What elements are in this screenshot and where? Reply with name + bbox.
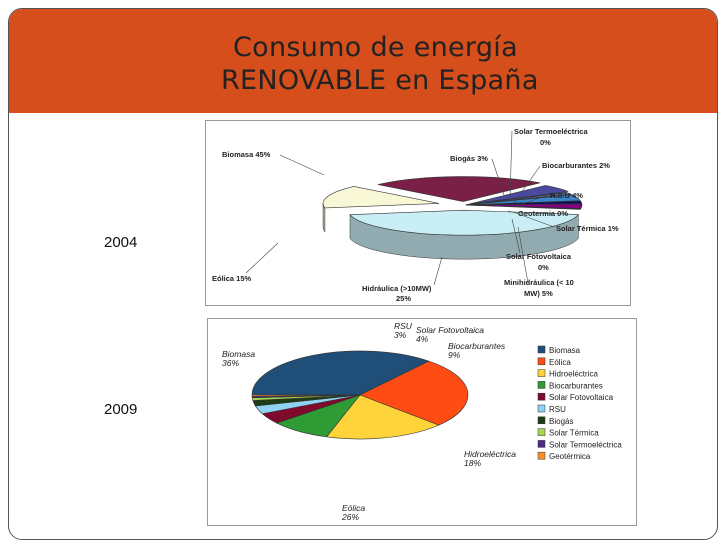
label-rsu: R.S.U 4%: [550, 191, 583, 200]
legend-label-solar-termica: Solar Térmica: [549, 429, 599, 438]
pie-slice-biomasa: [251, 350, 430, 396]
slice-label-hidroelectrica-name: Hidroeléctrica: [464, 449, 516, 459]
slice-label-solar-fotovoltaica-name: Solar Fotovoltaica: [416, 325, 484, 335]
legend-swatch-biomasa: [537, 345, 546, 354]
leader-line: [509, 130, 513, 200]
legend-label-biomasa: Biomasa: [549, 346, 581, 355]
leader-line: [245, 242, 279, 274]
legend-label-solar-termoelectrica: Solar Termoeléctrica: [549, 440, 622, 449]
leader-line: [513, 165, 541, 204]
slice-label-biocarburantes-value: 9%: [448, 350, 461, 360]
legend-swatch-biocarburantes: [537, 381, 546, 389]
leader-line: [513, 194, 549, 208]
legend-swatch-solar-fotovoltaica: [537, 392, 546, 401]
pie-chart-2009: Biomasa36%Eólica26%Hidroeléctrica18%Bioc…: [222, 321, 622, 522]
pie-slice-eolica: [322, 186, 440, 209]
legend-swatch-hidroelectrica: [537, 369, 546, 377]
title-banner: Consumo de energía RENOVABLE en España: [9, 9, 717, 113]
slice-label-rsu-name: RSU: [394, 321, 413, 331]
legend-swatch-eolica: [537, 357, 546, 366]
legend-label-biogas: Biogás: [549, 417, 573, 426]
title-line-2: RENOVABLE en España: [221, 65, 539, 96]
pie-slice-biomasa: [349, 209, 579, 236]
pie-slice-minihidraulica-10-mw: [468, 185, 569, 205]
legend-swatch-solar-termica: [537, 428, 546, 436]
leader-line: [279, 154, 325, 176]
label-biomasa: Biomasa 45%: [222, 150, 271, 159]
slide-title: Consumo de energía RENOVABLE en España: [221, 31, 539, 97]
label-solar-termoelectrica: Solar Termoeléctrica: [514, 127, 588, 136]
label-geotermia: Geotermia 0%: [518, 209, 568, 218]
chart-2004-panel: Biomasa 45% Eólica 15% Hidráulica (>10MW) 2…: [205, 120, 631, 306]
label-solar-termoelectrica-pct: 0%: [540, 138, 551, 147]
leader-line: [517, 226, 529, 284]
leader-line: [491, 158, 505, 196]
label-eolica: Eólica 15%: [212, 274, 252, 283]
label-biocarburantes: Biocarburantes 2%: [542, 161, 610, 170]
title-line-1: Consumo de energía: [233, 32, 518, 63]
label-hidraulica: Hidráulica (>10MW): [362, 284, 432, 293]
legend-label-solar-fotovoltaica: Solar Fotovoltaica: [549, 393, 614, 402]
label-hidraulica-pct: 25%: [396, 294, 411, 303]
label-minihidraulica: Minihidráulica (< 10: [504, 278, 574, 287]
year-label-2009: 2009: [104, 401, 138, 418]
pie-slice-geotermica: [251, 394, 361, 397]
slice-label-solar-fotovoltaica-value: 4%: [416, 334, 429, 344]
pie-slice-hidroelectrica: [326, 394, 440, 440]
legend-swatch-rsu: [537, 404, 546, 413]
pie-chart-2004: Biomasa 45% Eólica 15% Hidráulica (>10MW)2…: [212, 127, 619, 303]
slice-label-biocarburantes-name: Biocarburantes: [448, 341, 506, 351]
slice-label-hidroelectrica-value: 18%: [464, 458, 481, 468]
leader-line: [511, 218, 521, 254]
legend-label-biocarburantes: Biocarburantes: [549, 381, 603, 390]
slice-label-eolica-value: 26%: [341, 512, 359, 522]
label-biogas: Biogás 3%: [450, 154, 488, 163]
legend-label-hidroelectrica: Hidroeléctrica: [549, 370, 598, 379]
legend-swatch-geotermica: [537, 451, 546, 460]
pie-slice-solar-termoelectrica: [465, 204, 582, 210]
pie-slice-hidraulica-10mw: [378, 176, 541, 202]
leader-line: [433, 256, 443, 286]
slice-label-biomasa-value: 36%: [222, 358, 239, 368]
legend-swatch-solar-termoelectrica: [537, 440, 546, 448]
label-solar-fotovoltaica: Solar Fotovoltaica: [506, 252, 572, 261]
year-label-2004: 2004: [104, 234, 138, 251]
pie-slice-eolica: [359, 360, 469, 426]
leader-line: [507, 210, 517, 214]
legend-swatch-biogas: [537, 416, 546, 425]
slice-label-rsu-value: 3%: [394, 330, 407, 340]
chart-2009-panel: Biomasa 36% Eólica 26% Hidroeléctrica 18% Bioc…: [207, 318, 637, 526]
label-solar-fotovoltaica-pct: 0%: [538, 263, 549, 272]
legend-label-geotermica: Geotérmica: [549, 452, 591, 461]
leader-line: [515, 212, 555, 228]
slice-label-biomasa-name: Biomasa: [222, 349, 255, 359]
legend-label-rsu: RSU: [549, 405, 566, 414]
slice-label-eolica-name: Eólica: [342, 503, 365, 513]
label-solar-termica: Solar Térmica 1%: [556, 224, 619, 233]
legend-label-eolica: Eólica: [549, 358, 571, 367]
label-minihidraulica-pct: MW) 5%: [524, 289, 553, 298]
